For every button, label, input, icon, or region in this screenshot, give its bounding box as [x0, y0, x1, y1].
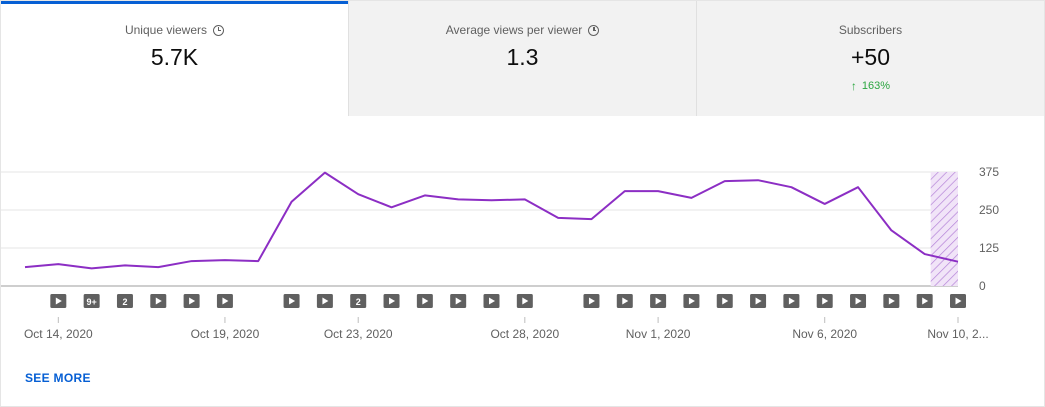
play-icon: [622, 297, 629, 305]
video-marker[interactable]: 2: [350, 294, 367, 308]
play-icon: [489, 297, 495, 305]
play-icon: [655, 297, 662, 305]
video-marker[interactable]: [750, 294, 767, 308]
x-tick-label: Nov 6, 2020: [792, 327, 857, 341]
play-icon: [822, 297, 829, 305]
incomplete-data-band: [930, 172, 958, 286]
play-icon: [922, 297, 929, 305]
play-icon: [588, 297, 595, 305]
video-marker[interactable]: [483, 294, 500, 308]
video-marker[interactable]: [316, 294, 333, 308]
x-tick-label: Oct 28, 2020: [490, 327, 559, 341]
video-marker-count: 9+: [87, 297, 97, 307]
clock-icon[interactable]: [213, 24, 225, 36]
video-marker[interactable]: [616, 294, 633, 308]
play-icon: [222, 297, 229, 305]
tab-title: Subscribers: [838, 23, 903, 37]
play-icon: [322, 297, 329, 305]
play-icon: [722, 297, 729, 305]
play-icon: [888, 297, 895, 305]
play-icon: [788, 297, 795, 305]
delta-value: 163%: [861, 80, 891, 92]
tab-title: Unique viewers: [124, 23, 208, 37]
play-icon: [55, 297, 62, 305]
tab-subscribers[interactable]: Subscribers +50 ↑ 163%: [696, 1, 1044, 116]
video-marker[interactable]: [216, 294, 233, 308]
video-marker[interactable]: [450, 294, 467, 308]
video-marker[interactable]: 2: [116, 294, 133, 308]
x-tick-label: Nov 1, 2020: [626, 327, 691, 341]
video-marker[interactable]: [283, 294, 300, 308]
x-tick-label: Oct 14, 2020: [24, 327, 93, 341]
video-marker-count: 2: [122, 297, 127, 307]
tab-value: +50: [850, 44, 890, 70]
video-marker[interactable]: 9+: [83, 294, 100, 308]
video-marker-count: 2: [356, 297, 361, 307]
tab-unique-viewers[interactable]: Unique viewers 5.7K: [1, 1, 348, 116]
play-icon: [955, 297, 962, 305]
play-icon: [289, 297, 296, 305]
play-icon: [455, 297, 462, 305]
y-tick-label: 125: [979, 241, 999, 255]
y-tick-label: 375: [979, 165, 999, 179]
play-icon: [855, 297, 862, 305]
video-marker[interactable]: [716, 294, 733, 308]
x-tick-label: Nov 10, 2...: [927, 327, 988, 341]
video-marker[interactable]: [516, 294, 533, 308]
video-marker[interactable]: [683, 294, 700, 308]
video-marker[interactable]: [50, 294, 67, 308]
play-icon: [755, 297, 762, 305]
play-icon: [155, 297, 162, 305]
video-marker[interactable]: [816, 294, 833, 308]
metric-tabs: Unique viewers 5.7K Average views per vi…: [1, 1, 1044, 116]
tab-value: 1.3: [506, 44, 539, 70]
video-marker[interactable]: [583, 294, 600, 308]
video-marker[interactable]: [383, 294, 400, 308]
play-icon: [422, 297, 429, 305]
series-line: [24, 171, 959, 270]
video-marker[interactable]: [950, 294, 966, 308]
tab-average-views-per-viewer[interactable]: Average views per viewer 1.3: [348, 1, 696, 116]
video-marker[interactable]: [916, 294, 933, 308]
play-icon: [522, 297, 529, 305]
video-marker[interactable]: [416, 294, 433, 308]
up-arrow-icon: ↑: [850, 79, 857, 93]
video-marker[interactable]: [783, 294, 800, 308]
play-icon: [189, 297, 196, 305]
play-icon: [389, 297, 396, 305]
video-marker[interactable]: [650, 294, 667, 308]
see-more-link[interactable]: SEE MORE: [25, 371, 91, 385]
video-marker[interactable]: [150, 294, 167, 308]
video-marker[interactable]: [883, 294, 900, 308]
x-tick-label: Oct 19, 2020: [191, 327, 260, 341]
play-icon: [688, 297, 695, 305]
subscribers-delta: ↑ 163%: [697, 79, 1044, 93]
tab-value: 5.7K: [150, 44, 199, 70]
clock-icon[interactable]: [588, 24, 600, 36]
tab-title: Average views per viewer: [445, 23, 583, 37]
y-tick-label: 0: [979, 279, 986, 293]
y-tick-label: 250: [979, 203, 999, 217]
video-marker[interactable]: [183, 294, 200, 308]
line-chart: 9+ 2 2 Oct 14, 2020 Oct 19, 2020 Oct 23, 202…: [1, 165, 999, 341]
x-tick-label: Oct 23, 2020: [324, 327, 393, 341]
video-marker[interactable]: [850, 294, 867, 308]
